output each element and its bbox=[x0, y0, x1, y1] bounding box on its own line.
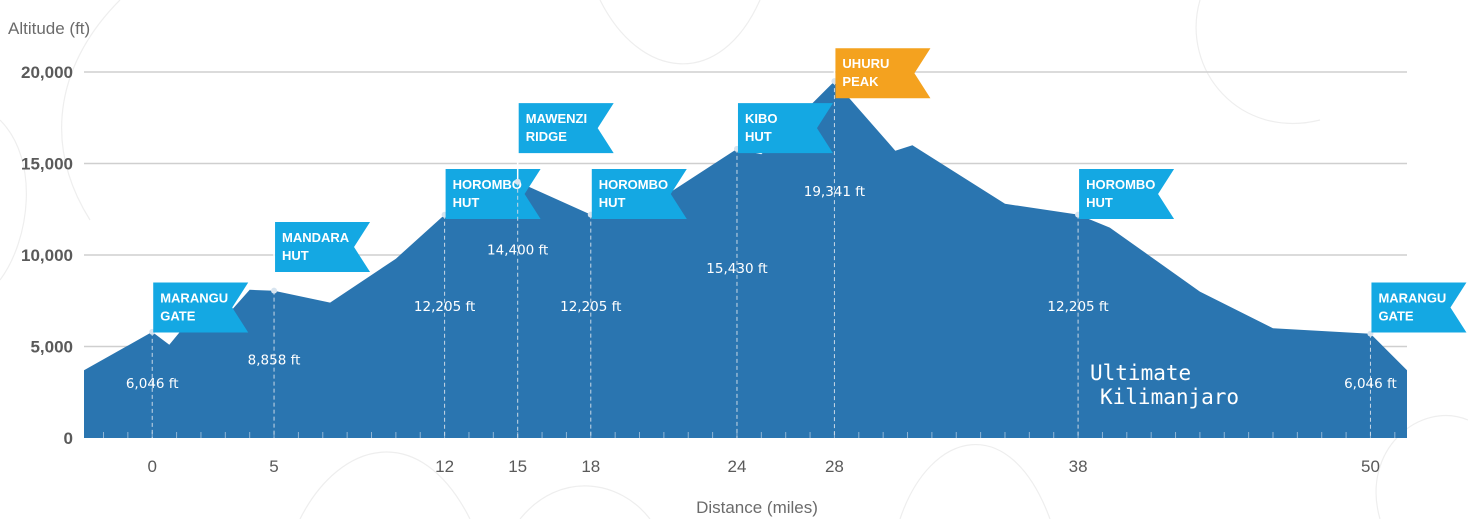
logo-line-2: Kilimanjaro bbox=[1100, 385, 1239, 409]
y-tick-label: 10,000 bbox=[21, 246, 73, 265]
x-axis-ticks: 0 5 12 15 18 24 28 38 50 bbox=[147, 457, 1379, 476]
flag-label-line-1: HOROMBO bbox=[453, 177, 522, 192]
topo-contour bbox=[0, 119, 27, 281]
x-tick-label: 5 bbox=[269, 457, 278, 476]
topo-contour bbox=[61, 0, 121, 221]
x-tick-label: 50 bbox=[1361, 457, 1380, 476]
topo-contour bbox=[519, 485, 651, 519]
summit-flag bbox=[835, 48, 931, 99]
waypoint-dot bbox=[514, 178, 521, 185]
flag-label-line-1: MAWENZI bbox=[526, 111, 587, 126]
x-tick-label: 18 bbox=[581, 457, 600, 476]
x-tick-label: 15 bbox=[508, 457, 527, 476]
flag-label-line-1: HOROMBO bbox=[599, 177, 668, 192]
altitude-label: 12,205 ft bbox=[414, 299, 475, 315]
altitude-label: 12,205 ft bbox=[1047, 299, 1108, 315]
x-tick-label: 28 bbox=[825, 457, 844, 476]
x-tick-label: 24 bbox=[728, 457, 747, 476]
waypoint-dot bbox=[271, 287, 278, 294]
x-tick-label: 38 bbox=[1069, 457, 1088, 476]
waypoint-flag bbox=[737, 103, 833, 154]
x-axis-title: Distance (miles) bbox=[696, 498, 818, 517]
altitude-area bbox=[84, 81, 1407, 438]
x-tick-label: 12 bbox=[435, 457, 454, 476]
altitude-label: 6,046 ft bbox=[1344, 376, 1397, 392]
flag-label-line-2: HUT bbox=[599, 195, 626, 210]
flag-label-line-2: GATE bbox=[1378, 308, 1413, 323]
flag-label-line-1: MANDARA bbox=[282, 230, 350, 245]
flag-label-line-2: HUT bbox=[453, 195, 480, 210]
altitude-label: 12,205 ft bbox=[560, 299, 621, 315]
flag-label-line-1: MARANGU bbox=[160, 290, 228, 305]
altitude-label: 19,341 ft bbox=[804, 184, 865, 200]
y-tick-label: 5,000 bbox=[30, 338, 73, 357]
topo-contour bbox=[899, 444, 1051, 519]
topo-contour bbox=[1195, 0, 1321, 125]
altitude-label: 15,430 ft bbox=[706, 261, 767, 277]
topo-contour bbox=[299, 451, 471, 519]
waypoint-flag bbox=[275, 222, 371, 273]
waypoint-flag bbox=[591, 168, 687, 219]
y-axis-title: Altitude (ft) bbox=[8, 19, 90, 38]
flag-label-line-2: GATE bbox=[160, 308, 195, 323]
waypoint-markers: MARANGU GATE 6,046 ft MANDARA HUT 8,858 ft HOR… bbox=[126, 48, 1467, 438]
flag-label-line-2: HUT bbox=[745, 129, 772, 144]
topo-contour bbox=[599, 0, 761, 65]
waypoint-flag bbox=[518, 103, 614, 154]
altitude-label: 6,046 ft bbox=[126, 376, 179, 392]
minor-ticks bbox=[102, 432, 1396, 438]
altitude-label: 14,400 ft bbox=[487, 243, 548, 259]
y-tick-label: 15,000 bbox=[21, 155, 73, 174]
flag-label-line-2: HUT bbox=[282, 248, 309, 263]
flag-label-line-1: MARANGU bbox=[1378, 290, 1446, 305]
flag-label-line-2: PEAK bbox=[842, 74, 879, 89]
flag-label-line-2: HUT bbox=[1086, 195, 1113, 210]
logo-line-1: Ultimate bbox=[1090, 361, 1191, 385]
waypoint-flag bbox=[1079, 168, 1175, 219]
x-tick-label: 0 bbox=[147, 457, 156, 476]
y-tick-label: 0 bbox=[64, 429, 73, 448]
y-axis-ticks: 0 5,000 10,000 15,000 20,000 bbox=[21, 63, 73, 448]
ultimate-kilimanjaro-logo: Ultimate Kilimanjaro bbox=[1090, 361, 1239, 409]
y-tick-label: 20,000 bbox=[21, 63, 73, 82]
altitude-label: 8,858 ft bbox=[248, 352, 301, 368]
flag-label-line-1: KIBO bbox=[745, 111, 778, 126]
waypoint-flag bbox=[153, 282, 249, 333]
flag-label-line-1: HOROMBO bbox=[1086, 177, 1155, 192]
flag-label-line-1: UHURU bbox=[842, 56, 889, 71]
waypoint-flag bbox=[1371, 282, 1467, 333]
flag-label-line-2: RIDGE bbox=[526, 129, 568, 144]
